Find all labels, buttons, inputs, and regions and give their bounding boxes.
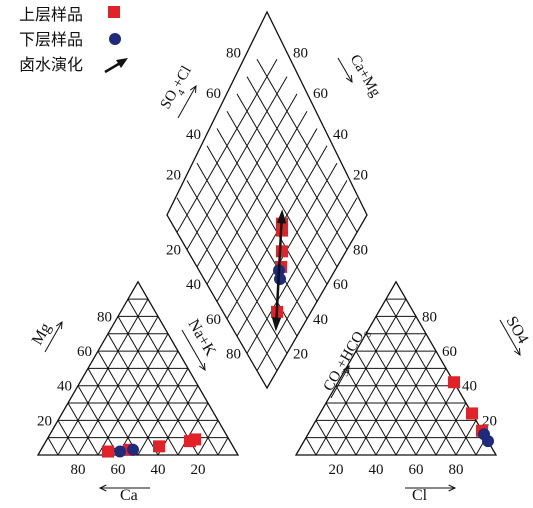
diamond-lower-left-tick: 40 <box>186 277 201 293</box>
diamond-upper-right-tick: 40 <box>333 127 348 143</box>
diamond-lower-left-tick: 60 <box>206 312 221 328</box>
brine-evolution-arrow <box>271 209 287 332</box>
tick-labels: 80 60 40 20 20 40 60 80 20 40 60 80 20 40 60 80 20 40 60 80… <box>37 46 497 478</box>
diamond-outline <box>166 10 368 390</box>
diamond-upper-right-tick: 20 <box>353 167 368 183</box>
anion-ternary <box>294 280 498 456</box>
cation-left-tick: 20 <box>37 413 52 429</box>
diamond-lower-right-tick: 40 <box>313 312 328 328</box>
cation-left-tick: 80 <box>97 309 112 325</box>
upper-sample-diamond-point <box>276 245 288 258</box>
diamond-upper-left-tick: 20 <box>166 167 181 183</box>
lower-sample-cation-point <box>127 443 139 456</box>
legend-evolution-arrow-icon <box>104 58 128 74</box>
anion-right-tick: 80 <box>422 309 437 325</box>
so4cl-direction-arrow <box>177 84 197 119</box>
upper-sample-anion-point <box>466 407 478 420</box>
legend-lower-marker <box>109 33 121 45</box>
cl-direction-arrow <box>405 484 457 492</box>
cation-outline <box>36 280 240 456</box>
anion-bottom-tick: 40 <box>369 462 384 478</box>
co3-direction-arrow <box>330 364 350 399</box>
diamond-upper-right-tick: 60 <box>313 86 328 102</box>
cation-bottom-axis-label: Ca <box>120 487 138 504</box>
diamond-lower-left-tick: 20 <box>166 243 181 259</box>
diamond-lower-right-tick: 60 <box>333 277 348 293</box>
cation-bottom-tick: 60 <box>111 462 126 478</box>
anion-right-tick: 40 <box>462 379 477 395</box>
nak-direction-arrow <box>181 329 206 372</box>
axis-direction-arrows <box>44 57 521 492</box>
cation-left-tick: 60 <box>77 344 92 360</box>
anion-grid <box>305 298 487 456</box>
diamond-right-axis-label: Ca+Mg <box>347 52 384 100</box>
anion-bottom-axis-label: Cl <box>412 487 428 504</box>
anion-right-tick: 60 <box>442 344 457 360</box>
lower-sample-diamond-point <box>274 273 286 286</box>
upper-sample-cation-point <box>102 445 114 458</box>
anion-bottom-tick: 80 <box>449 462 464 478</box>
cation-left-tick: 40 <box>57 379 72 395</box>
legend: 上层样品 下层样品 卤水演化 <box>19 6 128 74</box>
cation-bottom-tick: 40 <box>151 462 166 478</box>
legend-upper-label: 上层样品 <box>19 6 83 24</box>
upper-sample-anion-point <box>448 376 460 389</box>
cation-grid <box>47 298 229 456</box>
lower-sample-cation-point <box>114 445 126 458</box>
diamond-upper-right-tick: 80 <box>293 46 308 62</box>
diamond-upper-left-tick: 40 <box>186 127 201 143</box>
legend-upper-marker <box>108 6 120 18</box>
cation-bottom-tick: 80 <box>71 462 86 478</box>
lower-sample-anion-point <box>482 435 494 448</box>
diamond-lower-right-tick: 20 <box>293 346 308 362</box>
so4-direction-arrow <box>499 319 521 357</box>
camg-direction-arrow <box>337 57 353 84</box>
anion-bottom-tick: 20 <box>329 462 344 478</box>
diamond-upper-left-tick: 60 <box>206 86 221 102</box>
ca-direction-arrow <box>98 484 150 492</box>
upper-sample-cation-point <box>153 440 165 453</box>
legend-lower-label: 下层样品 <box>19 31 83 49</box>
legend-evolution-label: 卤水演化 <box>19 56 83 74</box>
mg-direction-arrow <box>44 320 63 353</box>
diamond-lower-left-tick: 80 <box>226 346 241 362</box>
cation-bottom-tick: 20 <box>191 462 206 478</box>
diamond-upper-left-tick: 80 <box>226 46 241 62</box>
cation-left-axis-label: Mg <box>29 320 55 348</box>
diamond-lower-right-tick: 80 <box>353 243 368 259</box>
anion-right-axis-label: SO4 <box>503 314 532 347</box>
anion-bottom-tick: 60 <box>409 462 424 478</box>
cation-ternary <box>36 280 240 456</box>
upper-sample-cation-point <box>184 435 196 448</box>
sample-points <box>102 209 494 458</box>
